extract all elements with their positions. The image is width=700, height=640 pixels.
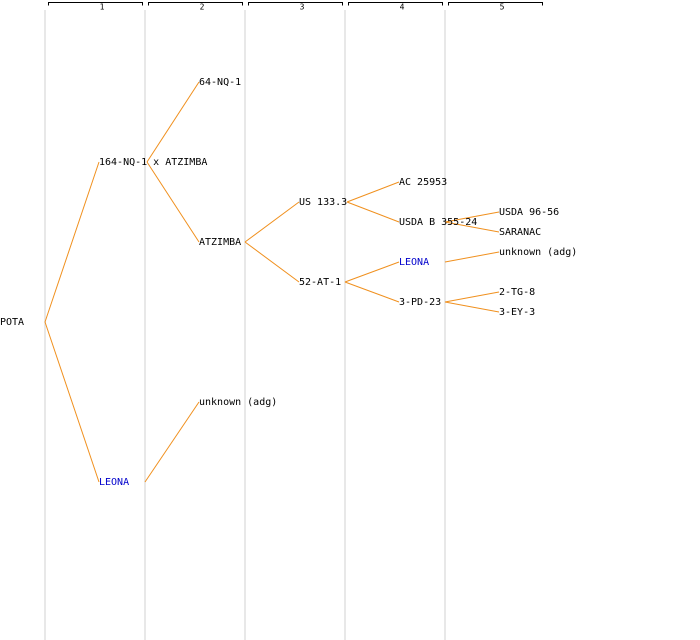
- node-label[interactable]: LEONA: [99, 477, 129, 488]
- edges: [44, 81, 500, 483]
- column-label: 5: [500, 3, 505, 12]
- node-label[interactable]: USDA 96-56: [499, 207, 559, 218]
- node-label[interactable]: unknown (adg): [499, 247, 577, 258]
- nodes: POTA 164-NQ-1 x ATZIMBA LEONA 64-NQ-1 AT…: [0, 77, 577, 488]
- node-label[interactable]: AC 25953: [399, 177, 447, 188]
- column-label: 2: [200, 3, 205, 12]
- node-label[interactable]: USDA B 355-24: [399, 217, 477, 228]
- node-label[interactable]: POTA: [0, 317, 24, 328]
- column-separators: [44, 10, 446, 640]
- node-label[interactable]: ATZIMBA: [199, 237, 241, 248]
- node-label[interactable]: 64-NQ-1: [199, 77, 241, 88]
- node-label[interactable]: SARANAC: [499, 227, 541, 238]
- column-label: 3: [300, 3, 305, 12]
- node-label[interactable]: US 133.3: [299, 197, 347, 208]
- node-label[interactable]: LEONA: [399, 257, 429, 268]
- column-headers: 1 2 3 4 5: [48, 2, 543, 12]
- node-label[interactable]: 2-TG-8: [499, 287, 535, 298]
- node-label[interactable]: 3-EY-3: [499, 307, 535, 318]
- column-label: 4: [400, 3, 405, 12]
- column-label: 1: [100, 3, 105, 12]
- node-label[interactable]: 52-AT-1: [299, 277, 341, 288]
- node-label[interactable]: unknown (adg): [199, 397, 277, 408]
- node-label[interactable]: 3-PD-23: [399, 297, 441, 308]
- node-label[interactable]: 164-NQ-1 x ATZIMBA: [99, 157, 207, 168]
